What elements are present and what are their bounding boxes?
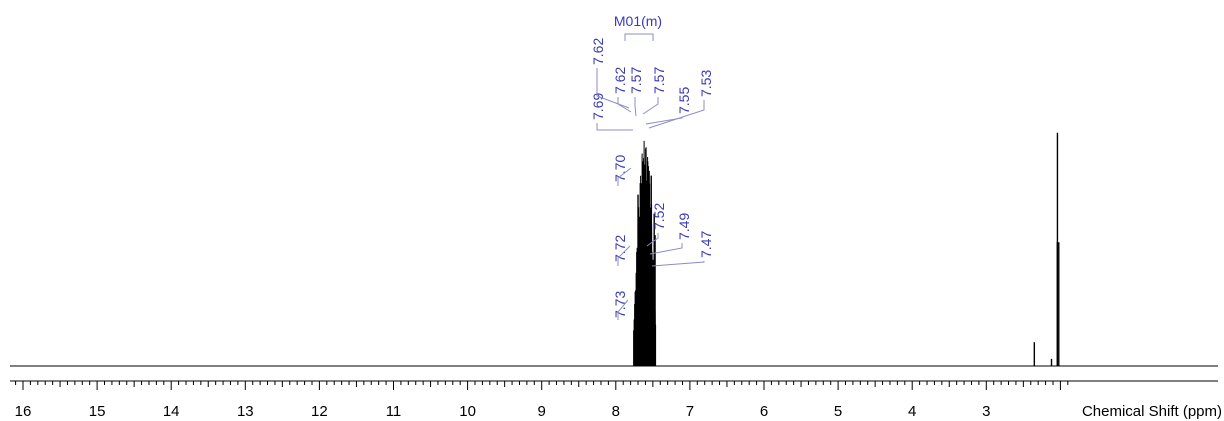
peak-leader-line — [596, 123, 633, 131]
peak-leader-line — [634, 97, 637, 117]
peak-label-7-73a: 7.73 — [612, 291, 628, 318]
spectrum-layer — [10, 132, 1218, 367]
x-tick-label: 10 — [459, 403, 476, 420]
peak-leader-line — [617, 167, 632, 186]
x-tick-label: 3 — [982, 403, 990, 420]
x-tick-label: 5 — [834, 403, 842, 420]
peak-label-7-62a: 7.62 — [590, 38, 606, 65]
peak-leader-line — [648, 100, 705, 129]
multiplet-label: M01(m) — [614, 13, 662, 29]
x-tick-label: 14 — [163, 403, 180, 420]
peak-leader-line — [617, 97, 632, 113]
peak-label-7-52: 7.52 — [651, 203, 667, 230]
peak-label-7-57b: 7.57 — [651, 67, 667, 94]
x-tick-label: 7 — [686, 403, 694, 420]
x-tick-label: 9 — [538, 403, 546, 420]
peak-label-7-72: 7.72 — [612, 235, 628, 262]
x-tick-label: 12 — [311, 403, 328, 420]
multiplet-bracket — [624, 33, 654, 41]
peak-leader-line — [651, 261, 705, 267]
x-tick-label: 13 — [237, 403, 254, 420]
peak-leader-line — [617, 245, 631, 266]
x-tick-label: 11 — [386, 403, 402, 420]
peak-leader-line — [617, 299, 629, 320]
peak-label-7-55: 7.55 — [676, 87, 692, 114]
peak-label-7-53: 7.53 — [698, 70, 714, 97]
peak-leader-line — [646, 233, 659, 247]
peak-annotations: M01(m)7.737.727.707.697.627.62 7.57 7.577.… — [590, 13, 714, 320]
x-tick-label: 15 — [89, 403, 106, 420]
peak-label-7-49: 7.49 — [676, 213, 692, 240]
peak-leader-line — [642, 97, 659, 115]
peak-label-7-57a: 7.57 — [628, 67, 644, 94]
x-tick-label: 8 — [612, 403, 620, 420]
x-tick-label: 16 — [15, 403, 32, 420]
peak-label-7-62b: 7.62 — [612, 67, 628, 94]
x-tick-label: 4 — [908, 403, 916, 420]
peak-label-7-70: 7.70 — [612, 155, 628, 182]
x-axis: 16 15 14 13 12 11 10 9 8 7 6 5 4 3 — [10, 380, 1218, 420]
peak-leader-line — [649, 243, 683, 255]
x-axis-title: Chemical Shift (ppm) — [1082, 403, 1222, 420]
x-tick-label: 6 — [760, 403, 768, 420]
peak-label-7-47: 7.47 — [698, 231, 714, 258]
peak-label-7-69: 7.69 — [590, 93, 606, 120]
